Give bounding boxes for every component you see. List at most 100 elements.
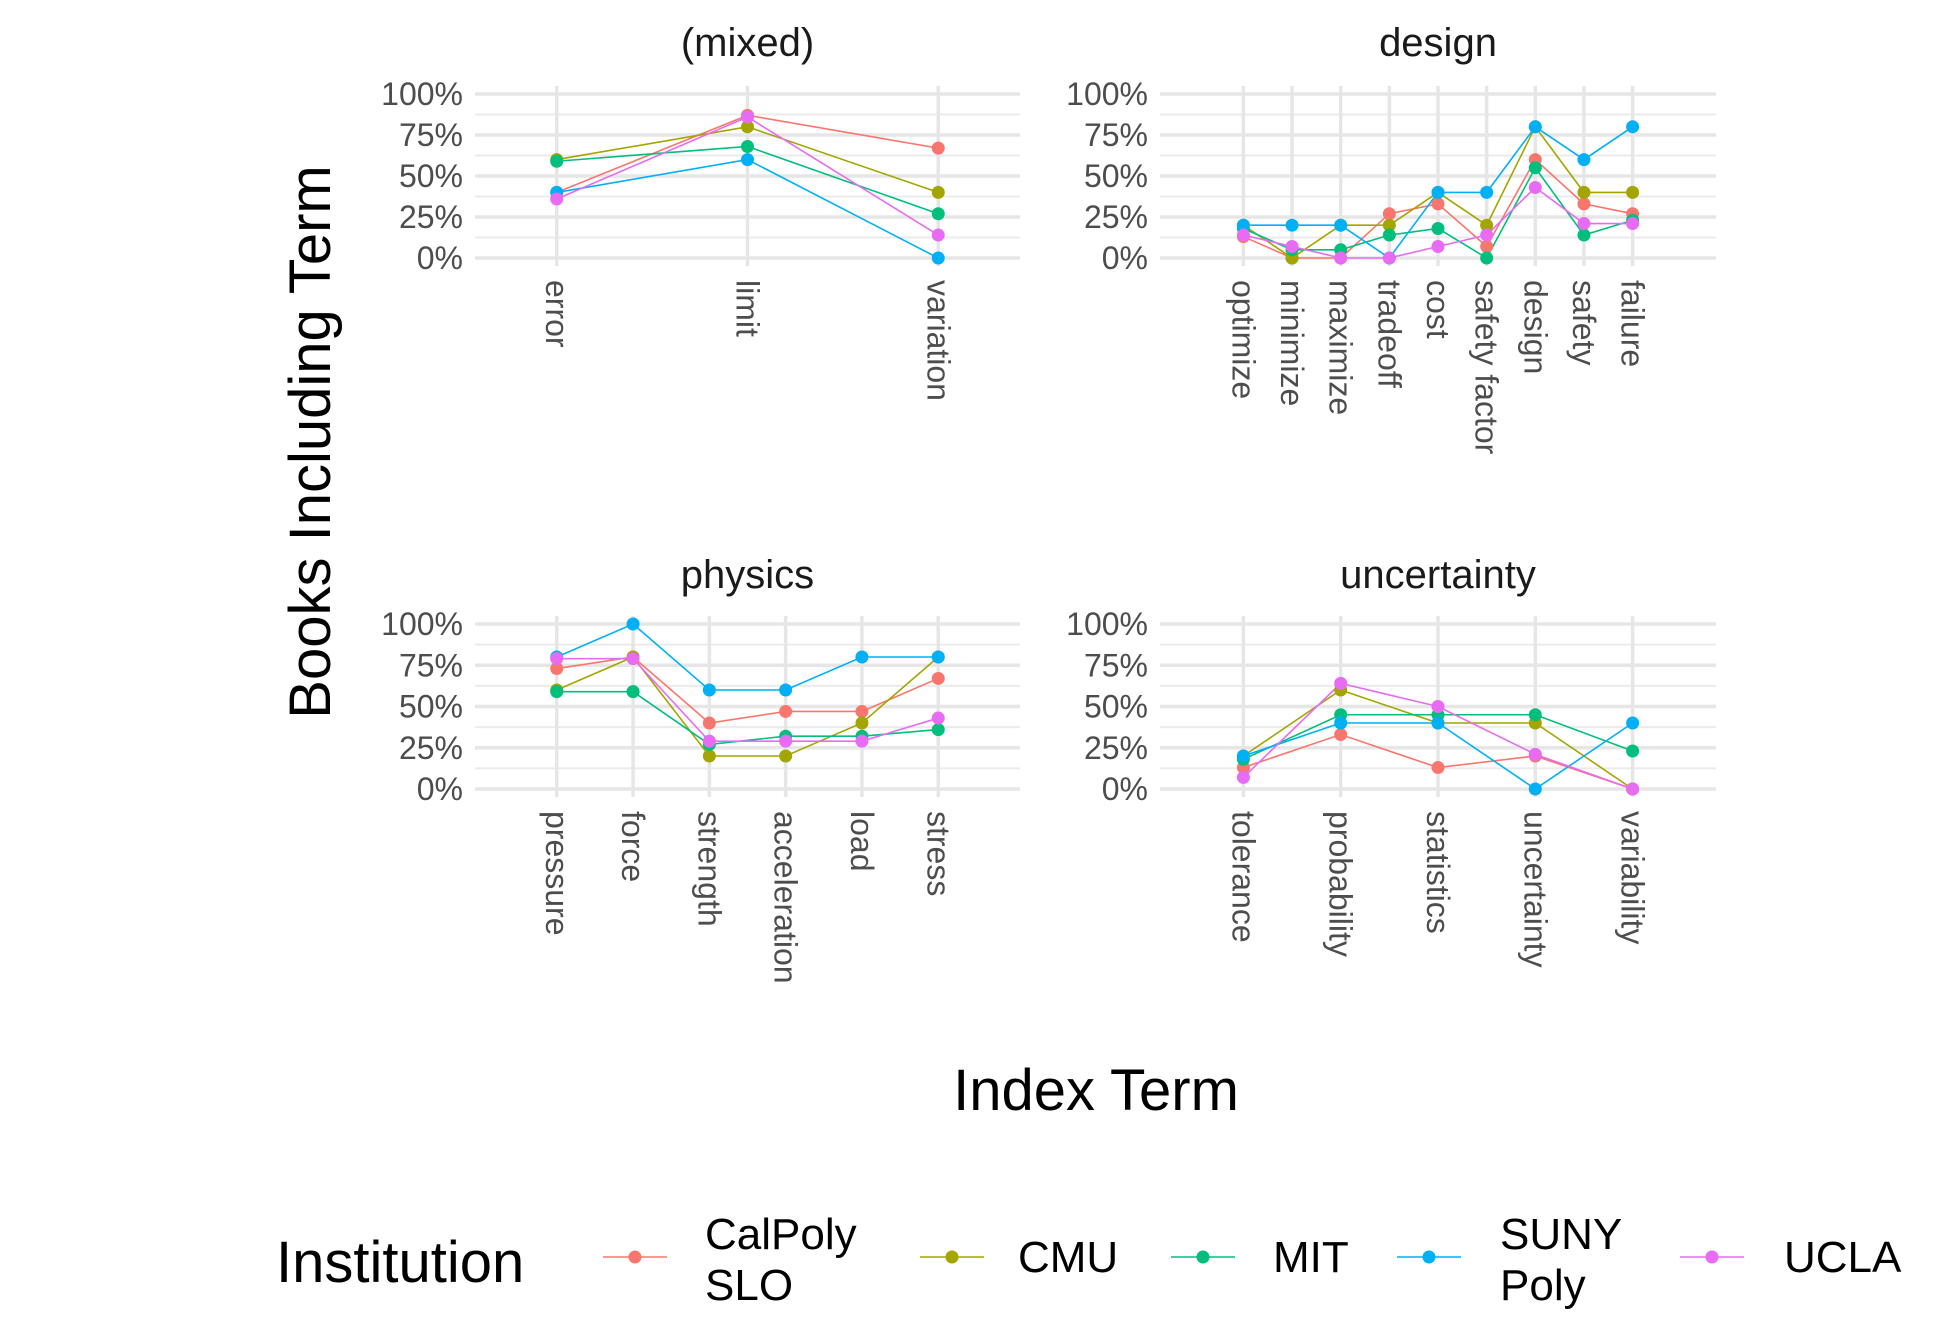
x-tick-label: variability: [1615, 811, 1651, 944]
data-point: [550, 192, 564, 206]
x-tick-label: error: [539, 280, 575, 348]
y-tick-label: 100%: [381, 606, 463, 642]
data-point: [1480, 185, 1494, 199]
legend-key-point: [1196, 1250, 1210, 1264]
data-point: [1431, 700, 1445, 713]
y-tick-label: 75%: [399, 647, 463, 683]
data-point: [931, 207, 945, 221]
data-point: [1626, 120, 1640, 134]
data-point: [931, 650, 945, 664]
x-tick-label: tolerance: [1225, 811, 1261, 943]
data-point: [855, 650, 869, 664]
data-point: [1577, 185, 1591, 199]
data-point: [1626, 185, 1640, 199]
data-point: [1626, 744, 1640, 758]
x-tick-label: optimize: [1225, 280, 1261, 399]
legend-label: CalPoly: [705, 1210, 857, 1259]
data-point: [1431, 185, 1445, 199]
legend-key-point: [1705, 1250, 1719, 1264]
data-point: [931, 671, 945, 685]
series-line: [556, 656, 939, 757]
data-point: [741, 110, 754, 124]
data-point: [741, 139, 754, 153]
legend-key-point: [1422, 1250, 1436, 1264]
data-point: [1431, 240, 1445, 254]
facet-panel-0: 0% 25% 50% 75% 100% (mixed) error limit variatio…: [381, 21, 1020, 401]
x-tick-label: uncertainty: [1517, 811, 1553, 968]
data-point: [1431, 716, 1445, 730]
data-point: [1626, 716, 1640, 730]
data-point: [1577, 153, 1591, 167]
data-point: [1285, 218, 1299, 232]
series-line: [556, 657, 939, 742]
y-tick-label: 50%: [399, 158, 463, 194]
data-point: [626, 652, 640, 666]
x-tick-label: pressure: [539, 811, 575, 936]
x-tick-label: probability: [1323, 811, 1359, 957]
x-tick-label: safety factor: [1469, 280, 1505, 455]
legend-label: Poly: [1500, 1261, 1586, 1310]
y-tick-label: 75%: [1084, 117, 1148, 153]
data-point: [779, 704, 793, 718]
data-point: [1431, 221, 1445, 235]
x-tick-label: acceleration: [768, 811, 804, 984]
x-tick-label: statistics: [1420, 811, 1456, 934]
data-point: [1528, 180, 1542, 194]
y-tick-label: 100%: [1066, 606, 1148, 642]
data-point: [855, 734, 869, 748]
y-tick-label: 25%: [399, 730, 463, 766]
data-point: [1334, 251, 1348, 265]
data-point: [741, 120, 754, 134]
data-point: [1382, 228, 1396, 242]
data-point: [1480, 240, 1494, 254]
data-point: [1285, 240, 1299, 254]
facet-title: (mixed): [681, 21, 814, 65]
data-point: [702, 749, 716, 763]
data-point: [1334, 676, 1348, 690]
y-tick-label: 75%: [1084, 647, 1148, 683]
y-tick-label: 100%: [1066, 76, 1148, 112]
data-point: [1528, 161, 1542, 175]
facet-panel-2: 0% 25% 50% 75% 100% physics pressure force stren…: [381, 553, 1020, 984]
x-tick-label: load: [844, 811, 880, 872]
data-point: [702, 734, 716, 748]
data-point: [1528, 747, 1542, 761]
y-tick-label: 50%: [399, 689, 463, 725]
data-point: [1236, 770, 1250, 784]
x-tick-label: force: [615, 811, 651, 882]
data-point: [626, 685, 640, 699]
y-tick-label: 50%: [1084, 158, 1148, 194]
legend-key-point: [945, 1250, 959, 1264]
data-point: [931, 185, 945, 199]
y-tick-label: 75%: [399, 117, 463, 153]
data-point: [1577, 217, 1591, 231]
facet-title: design: [1379, 21, 1497, 65]
data-point: [1480, 228, 1494, 242]
data-point: [855, 704, 869, 718]
legend-title: Institution: [276, 1230, 524, 1295]
data-point: [779, 749, 793, 763]
x-tick-label: design: [1517, 280, 1553, 374]
data-point: [550, 154, 564, 168]
y-tick-label: 0%: [417, 240, 463, 276]
data-point: [1577, 228, 1591, 242]
x-tick-label: maximize: [1323, 280, 1359, 415]
data-point: [702, 716, 716, 730]
facet-panel-3: 0% 25% 50% 75% 100% uncertainty tolerance proba…: [1066, 553, 1716, 968]
data-point: [1480, 218, 1494, 232]
x-tick-label: variation: [920, 280, 956, 401]
data-point: [1480, 251, 1494, 265]
facet-title: physics: [681, 553, 814, 597]
data-point: [779, 683, 793, 697]
data-point: [1334, 728, 1348, 742]
x-tick-label: strength: [691, 811, 727, 927]
x-tick-label: cost: [1420, 280, 1456, 339]
y-tick-label: 25%: [1084, 199, 1148, 235]
data-point: [550, 662, 564, 676]
data-point: [931, 251, 945, 265]
data-point: [855, 716, 869, 730]
legend-label: SUNY: [1500, 1210, 1622, 1259]
data-point: [1626, 217, 1640, 231]
